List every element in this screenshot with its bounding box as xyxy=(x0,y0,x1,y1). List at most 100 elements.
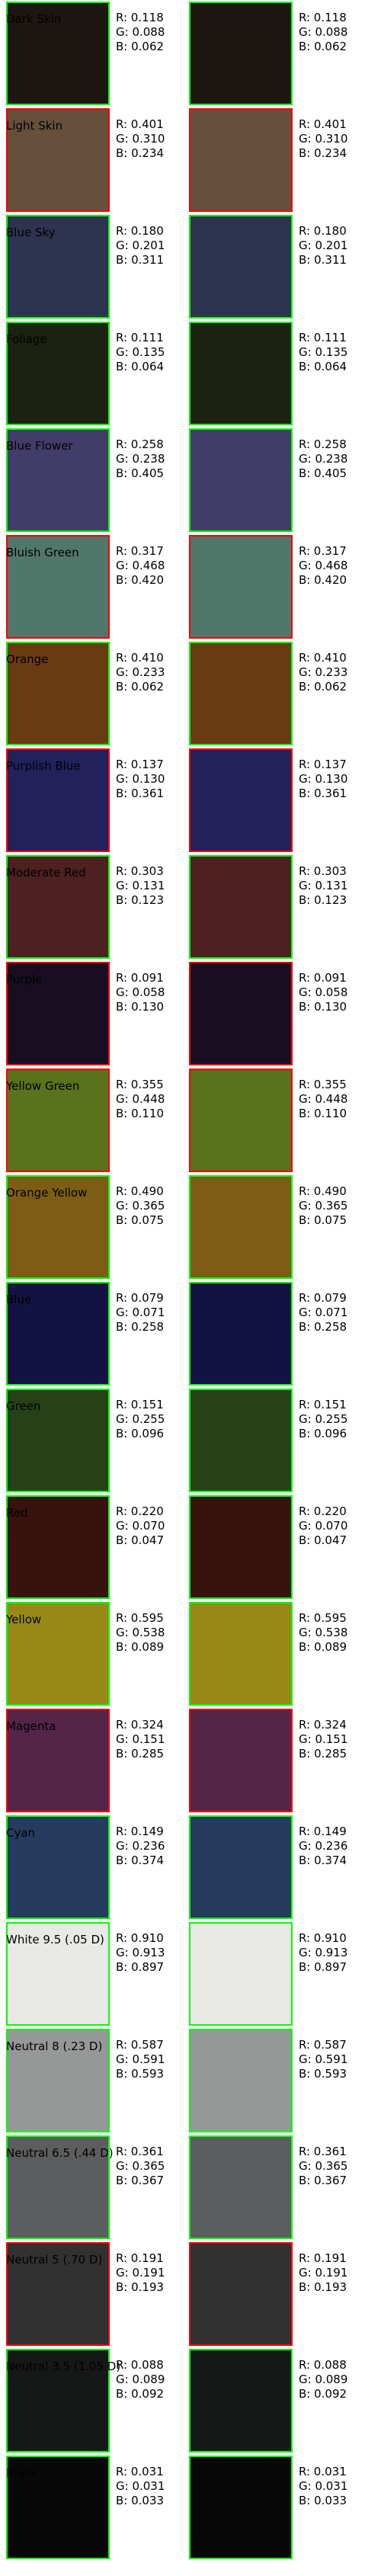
r-value: R: 0.490 xyxy=(299,1184,347,1199)
reference-swatch xyxy=(6,322,110,425)
r-number: 0.220 xyxy=(130,1504,164,1518)
g-number: 0.913 xyxy=(132,1946,165,1959)
b-value: B: 0.405 xyxy=(116,466,165,481)
g-label: G: xyxy=(116,1092,133,1106)
patch-name: Neutral 5 (.70 D) xyxy=(6,2253,103,2267)
reference-swatch xyxy=(6,108,110,212)
patch-name: Purple xyxy=(6,972,43,986)
b-label: B: xyxy=(299,253,315,267)
b-label: B: xyxy=(116,680,132,694)
r-number: 0.490 xyxy=(130,1184,164,1198)
b-label: B: xyxy=(116,2494,132,2507)
b-number: 0.047 xyxy=(131,1533,165,1547)
b-number: 0.593 xyxy=(314,2067,347,2081)
g-value: G: 0.310 xyxy=(299,132,347,146)
r-label: R: xyxy=(116,11,131,24)
g-value: G: 0.058 xyxy=(116,985,165,1000)
b-number: 0.311 xyxy=(314,253,347,267)
g-number: 0.468 xyxy=(132,559,165,572)
r-label: R: xyxy=(116,544,131,558)
r-number: 0.088 xyxy=(313,2358,347,2372)
b-number: 0.062 xyxy=(314,40,347,53)
g-value: G: 0.448 xyxy=(299,1092,347,1107)
b-label: B: xyxy=(116,787,132,800)
b-number: 0.064 xyxy=(131,360,165,373)
measured-swatch xyxy=(189,1922,293,2026)
b-value: B: 0.110 xyxy=(299,1107,347,1121)
b-value: B: 0.593 xyxy=(299,2067,347,2081)
g-value: G: 0.071 xyxy=(299,1306,347,1320)
g-value: G: 0.233 xyxy=(299,665,347,680)
r-number: 0.220 xyxy=(313,1504,347,1518)
g-label: G: xyxy=(299,452,315,466)
g-label: G: xyxy=(116,1626,133,1639)
r-label: R: xyxy=(299,2358,314,2372)
g-label: G: xyxy=(116,2052,133,2066)
r-value: R: 0.910 xyxy=(116,1931,165,1946)
g-number: 0.365 xyxy=(132,2159,165,2173)
g-label: G: xyxy=(299,1839,315,1853)
measured-rgb-values: R: 0.595 G: 0.538 B: 0.089 xyxy=(299,1611,347,1655)
measured-swatch xyxy=(189,2349,293,2453)
reference-rgb-values: R: 0.361 G: 0.365 B: 0.367 xyxy=(116,2145,165,2188)
b-label: B: xyxy=(299,2174,315,2187)
g-label: G: xyxy=(299,345,315,359)
r-number: 0.587 xyxy=(130,2038,164,2052)
measured-rgb-values: R: 0.149 G: 0.236 B: 0.374 xyxy=(299,1825,347,1868)
r-value: R: 0.149 xyxy=(299,1825,347,1839)
g-label: G: xyxy=(299,1519,315,1533)
r-value: R: 0.410 xyxy=(299,651,347,665)
r-label: R: xyxy=(299,1504,314,1518)
reference-swatch xyxy=(6,535,110,639)
g-label: G: xyxy=(116,1306,133,1319)
reference-rgb-values: R: 0.587 G: 0.591 B: 0.593 xyxy=(116,2038,165,2081)
measured-rgb-values: R: 0.220 G: 0.070 B: 0.047 xyxy=(299,1504,347,1548)
b-value: B: 0.110 xyxy=(116,1107,165,1121)
color-patch-row: R: 0.088 G: 0.089 B: 0.092 R: 0.088 G: 0.089… xyxy=(0,2347,381,2454)
b-label: B: xyxy=(299,1747,315,1761)
b-label: B: xyxy=(299,1320,315,1334)
measured-swatch xyxy=(189,215,293,319)
measured-swatch xyxy=(189,1815,293,1919)
g-number: 0.255 xyxy=(132,1412,165,1426)
measured-swatch xyxy=(189,2029,293,2132)
b-label: B: xyxy=(299,1107,315,1120)
r-value: R: 0.258 xyxy=(299,437,347,452)
measured-rgb-values: R: 0.088 G: 0.089 B: 0.092 xyxy=(299,2358,347,2401)
r-label: R: xyxy=(116,758,131,771)
r-value: R: 0.401 xyxy=(299,117,347,132)
b-label: B: xyxy=(299,1427,315,1440)
r-value: R: 0.361 xyxy=(299,2145,347,2159)
b-value: B: 0.311 xyxy=(116,253,165,268)
reference-swatch xyxy=(6,1815,110,1919)
r-label: R: xyxy=(299,224,314,238)
g-value: G: 0.151 xyxy=(299,1732,347,1747)
reference-swatch xyxy=(6,2456,110,2559)
g-label: G: xyxy=(116,345,133,359)
r-value: R: 0.118 xyxy=(116,11,165,25)
measured-rgb-values: R: 0.401 G: 0.310 B: 0.234 xyxy=(299,117,347,161)
r-label: R: xyxy=(116,2038,131,2052)
g-value: G: 0.130 xyxy=(116,772,165,787)
r-value: R: 0.587 xyxy=(116,2038,165,2052)
g-label: G: xyxy=(116,879,133,892)
g-number: 0.238 xyxy=(315,452,348,466)
measured-rgb-values: R: 0.324 G: 0.151 B: 0.285 xyxy=(299,1718,347,1761)
reference-rgb-values: R: 0.151 G: 0.255 B: 0.096 xyxy=(116,1398,165,1441)
r-number: 0.303 xyxy=(130,864,164,878)
g-value: G: 0.088 xyxy=(299,25,347,40)
r-label: R: xyxy=(116,864,131,878)
g-label: G: xyxy=(299,132,315,146)
g-label: G: xyxy=(116,2159,133,2173)
b-label: B: xyxy=(299,146,315,160)
patch-name: Moderate Red xyxy=(6,866,86,879)
r-label: R: xyxy=(299,544,314,558)
measured-swatch xyxy=(189,1602,293,1706)
b-number: 0.285 xyxy=(131,1747,165,1761)
r-value: R: 0.191 xyxy=(299,2251,347,2266)
r-value: R: 0.910 xyxy=(299,1931,347,1946)
r-value: R: 0.490 xyxy=(116,1184,165,1199)
reference-rgb-values: R: 0.149 G: 0.236 B: 0.374 xyxy=(116,1825,165,1868)
b-number: 0.096 xyxy=(314,1427,347,1440)
measured-swatch xyxy=(189,1709,293,1812)
